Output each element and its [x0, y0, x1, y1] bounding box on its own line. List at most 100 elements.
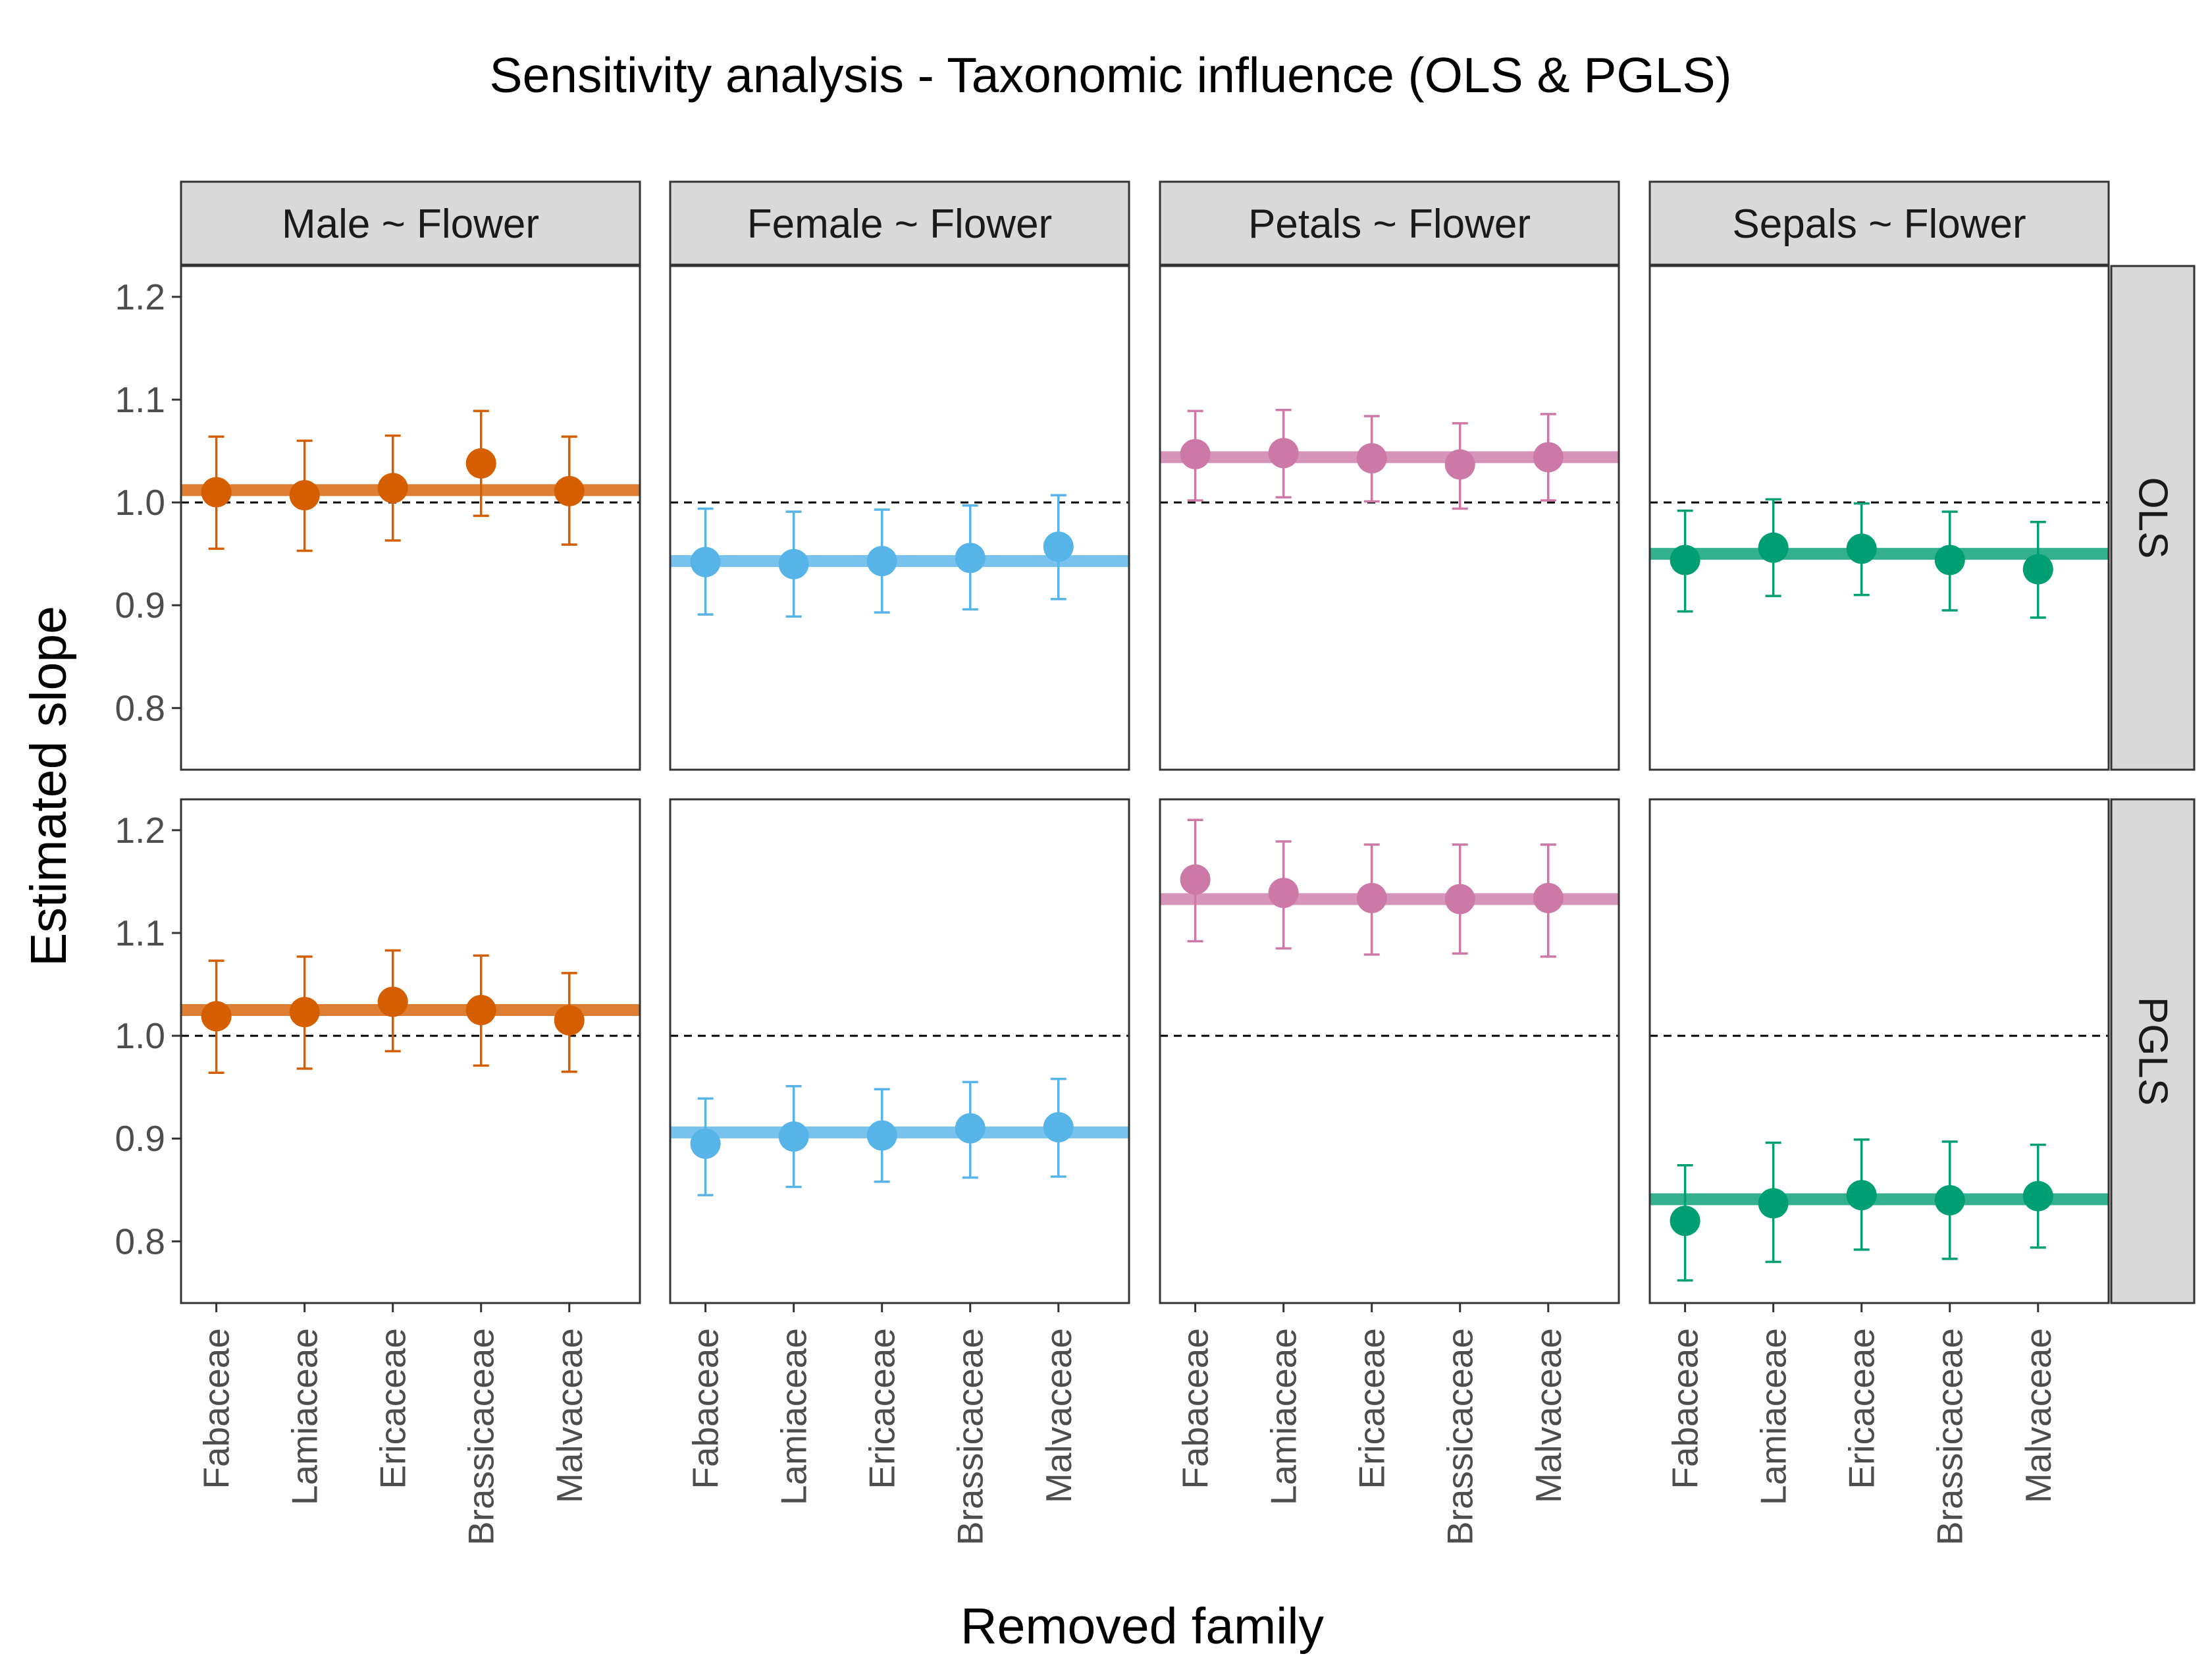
- y-tick-label: 0.9: [115, 1118, 165, 1159]
- point-fabaceae: [690, 546, 721, 577]
- x-tick-label-fabaceae: Fabaceae: [1665, 1328, 1706, 1489]
- point-malvaceae: [2022, 1181, 2053, 1212]
- strip-label-male-flower: Male ~ Flower: [282, 201, 539, 247]
- panel-border: [669, 265, 1130, 771]
- panel-female-flower-pgls: [669, 798, 1130, 1304]
- point-brassicaceae: [955, 1113, 986, 1144]
- panel-background: [1160, 266, 1619, 770]
- point-fabaceae: [201, 477, 232, 508]
- panel-sepals-flower-pgls: [1648, 798, 2110, 1304]
- point-fabaceae: [1180, 864, 1211, 895]
- panel-background: [1160, 799, 1619, 1303]
- chart-title: Sensitivity analysis - Taxonomic influen…: [490, 47, 1732, 103]
- panel-background: [1650, 266, 2109, 770]
- panel-border: [180, 798, 641, 1304]
- x-tick-label-ericaceae: Ericaceae: [373, 1328, 413, 1489]
- panel-male-flower-ols: [180, 265, 641, 771]
- point-malvaceae: [1043, 1112, 1074, 1143]
- point-lamiaceae: [778, 548, 809, 579]
- point-fabaceae: [690, 1129, 721, 1159]
- point-ericaceae: [1846, 533, 1877, 564]
- x-tick-label-malvaceae: Malvaceae: [549, 1328, 590, 1503]
- y-tick-label: 1.1: [115, 379, 165, 420]
- point-lamiaceae: [1758, 532, 1789, 563]
- y-tick-label: 1.0: [115, 1015, 165, 1056]
- x-tick-label-ericaceae: Ericaceae: [1841, 1328, 1882, 1489]
- point-fabaceae: [1670, 1206, 1700, 1237]
- panel-sepals-flower-ols: [1648, 265, 2110, 771]
- x-axis-title: Removed family: [961, 1598, 1325, 1655]
- panel-border: [1159, 265, 1620, 771]
- x-tick-label-fabaceae: Fabaceae: [685, 1328, 726, 1489]
- panel-petals-flower-ols: [1159, 265, 1620, 771]
- x-tick-label-malvaceae: Malvaceae: [1038, 1328, 1079, 1503]
- point-ericaceae: [866, 546, 897, 577]
- panel-border: [1648, 798, 2110, 1304]
- panel-background: [670, 266, 1129, 770]
- point-brassicaceae: [465, 448, 496, 479]
- point-brassicaceae: [955, 543, 986, 573]
- point-lamiaceae: [1268, 878, 1299, 909]
- strip-label-ols: OLS: [2130, 477, 2176, 558]
- point-brassicaceae: [1444, 884, 1475, 915]
- x-tick-label-fabaceae: Fabaceae: [196, 1328, 237, 1489]
- y-tick-label: 0.8: [115, 687, 165, 728]
- y-axis-title: Estimated slope: [20, 606, 77, 967]
- x-tick-label-lamiaceae: Lamiaceae: [1263, 1328, 1304, 1505]
- x-tick-label-malvaceae: Malvaceae: [1528, 1328, 1569, 1503]
- y-tick-label: 0.9: [115, 585, 165, 626]
- x-tick-label-brassicaceae: Brassicaceae: [1440, 1328, 1481, 1545]
- y-tick-label: 1.1: [115, 913, 165, 953]
- point-malvaceae: [1043, 531, 1074, 562]
- strip-female-flower: [669, 180, 1130, 266]
- point-malvaceae: [1533, 882, 1564, 913]
- point-malvaceae: [554, 475, 585, 506]
- point-fabaceae: [1670, 545, 1700, 575]
- strip-male-flower: [180, 180, 641, 266]
- panel-background: [181, 799, 640, 1303]
- point-ericaceae: [377, 473, 408, 504]
- x-tick-label-brassicaceae: Brassicaceae: [950, 1328, 991, 1545]
- x-tick-label-ericaceae: Ericaceae: [862, 1328, 903, 1489]
- point-ericaceae: [1356, 882, 1387, 913]
- panel-background: [1650, 799, 2109, 1303]
- x-tick-label-brassicaceae: Brassicaceae: [1930, 1328, 1970, 1545]
- point-brassicaceae: [465, 995, 496, 1026]
- point-malvaceae: [554, 1005, 585, 1036]
- point-lamiaceae: [778, 1121, 809, 1152]
- strip-label-female-flower: Female ~ Flower: [747, 201, 1052, 247]
- panel-petals-flower-pgls: [1159, 798, 1620, 1304]
- point-fabaceae: [201, 1001, 232, 1032]
- panel-border: [1648, 265, 2110, 771]
- x-tick-label-fabaceae: Fabaceae: [1175, 1328, 1216, 1489]
- y-tick-label: 0.8: [115, 1221, 165, 1262]
- point-ericaceae: [1846, 1180, 1877, 1211]
- strip-petals-flower: [1159, 180, 1620, 266]
- panel-female-flower-ols: [669, 265, 1130, 771]
- point-brassicaceae: [1934, 1185, 1965, 1215]
- y-tick-label: 1.0: [115, 482, 165, 523]
- x-tick-label-malvaceae: Malvaceae: [2018, 1328, 2059, 1503]
- point-malvaceae: [1533, 442, 1564, 473]
- panel-border: [669, 798, 1130, 1304]
- x-tick-label-ericaceae: Ericaceae: [1352, 1328, 1392, 1489]
- panel-background: [670, 799, 1129, 1303]
- y-tick-label: 1.2: [115, 810, 165, 851]
- x-tick-label-brassicaceae: Brassicaceae: [461, 1328, 502, 1545]
- x-tick-label-lamiaceae: Lamiaceae: [774, 1328, 814, 1505]
- strip-label-sepals-flower: Sepals ~ Flower: [1732, 201, 2026, 247]
- point-brassicaceae: [1444, 449, 1475, 480]
- point-brassicaceae: [1934, 545, 1965, 575]
- panel-background: [181, 266, 640, 770]
- facet-grid: Male ~ Flower Female ~ Flower Petals ~ Flo…: [115, 180, 2196, 1545]
- strip-sepals-flower: [1648, 180, 2110, 266]
- strip-label-petals-flower: Petals ~ Flower: [1248, 201, 1531, 247]
- panel-male-flower-pgls: [180, 798, 641, 1304]
- x-tick-label-lamiaceae: Lamiaceae: [1753, 1328, 1794, 1505]
- point-fabaceae: [1180, 439, 1211, 469]
- point-ericaceae: [377, 986, 408, 1017]
- y-tick-label: 1.2: [115, 277, 165, 317]
- point-lamiaceae: [1758, 1188, 1789, 1219]
- panel-border: [1159, 798, 1620, 1304]
